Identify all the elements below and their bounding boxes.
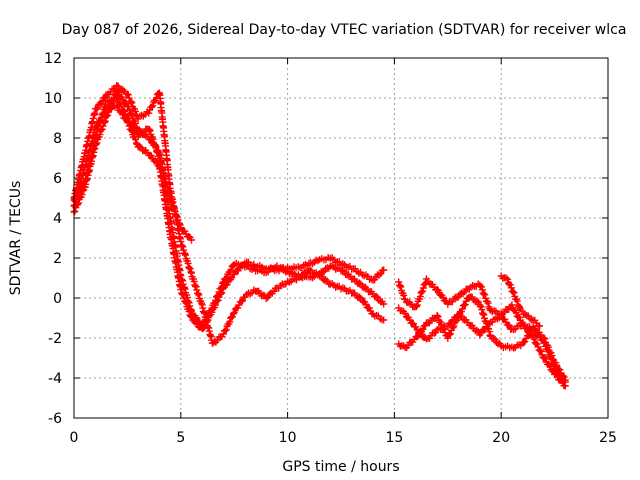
tick-layer: 0 5 10 15 20 25 -6 -4 -2 0 2 4 6 8 10 12 bbox=[44, 51, 617, 446]
y-tick-label: 10 bbox=[44, 91, 62, 107]
data-point-markers bbox=[70, 82, 388, 347]
y-tick-label: -2 bbox=[48, 331, 62, 347]
series-track-7 bbox=[395, 275, 569, 386]
x-tick-label: 10 bbox=[279, 430, 297, 446]
series-track-8 bbox=[497, 272, 544, 330]
y-tick-label: -4 bbox=[48, 371, 62, 387]
series-track-1 bbox=[70, 88, 388, 329]
y-tick-label: 2 bbox=[53, 251, 62, 267]
data-point-markers bbox=[497, 272, 544, 330]
x-tick-label: 20 bbox=[492, 430, 510, 446]
x-tick-label: 0 bbox=[70, 430, 79, 446]
y-tick-label: -6 bbox=[48, 411, 62, 427]
y-axis-label: SDTVAR / TECUs bbox=[8, 181, 24, 296]
grid-layer bbox=[74, 58, 608, 418]
chart-title: Day 087 of 2026, Sidereal Day-to-day VTE… bbox=[62, 22, 627, 38]
plot-frame bbox=[73, 57, 609, 419]
y-tick-label: 6 bbox=[53, 171, 62, 187]
y-tick-label: 8 bbox=[53, 131, 62, 147]
y-tick-label: 4 bbox=[53, 211, 62, 227]
data-point-markers bbox=[395, 275, 569, 386]
x-axis-label: GPS time / hours bbox=[282, 459, 399, 475]
y-tick-label: 12 bbox=[44, 51, 62, 67]
x-tick-label: 25 bbox=[599, 430, 617, 446]
data-layer bbox=[70, 82, 569, 390]
x-tick-label: 15 bbox=[385, 430, 403, 446]
y-tick-label: 0 bbox=[53, 291, 62, 307]
data-point-markers bbox=[70, 88, 388, 329]
x-tick-label: 5 bbox=[176, 430, 185, 446]
series-track-3 bbox=[70, 82, 388, 347]
